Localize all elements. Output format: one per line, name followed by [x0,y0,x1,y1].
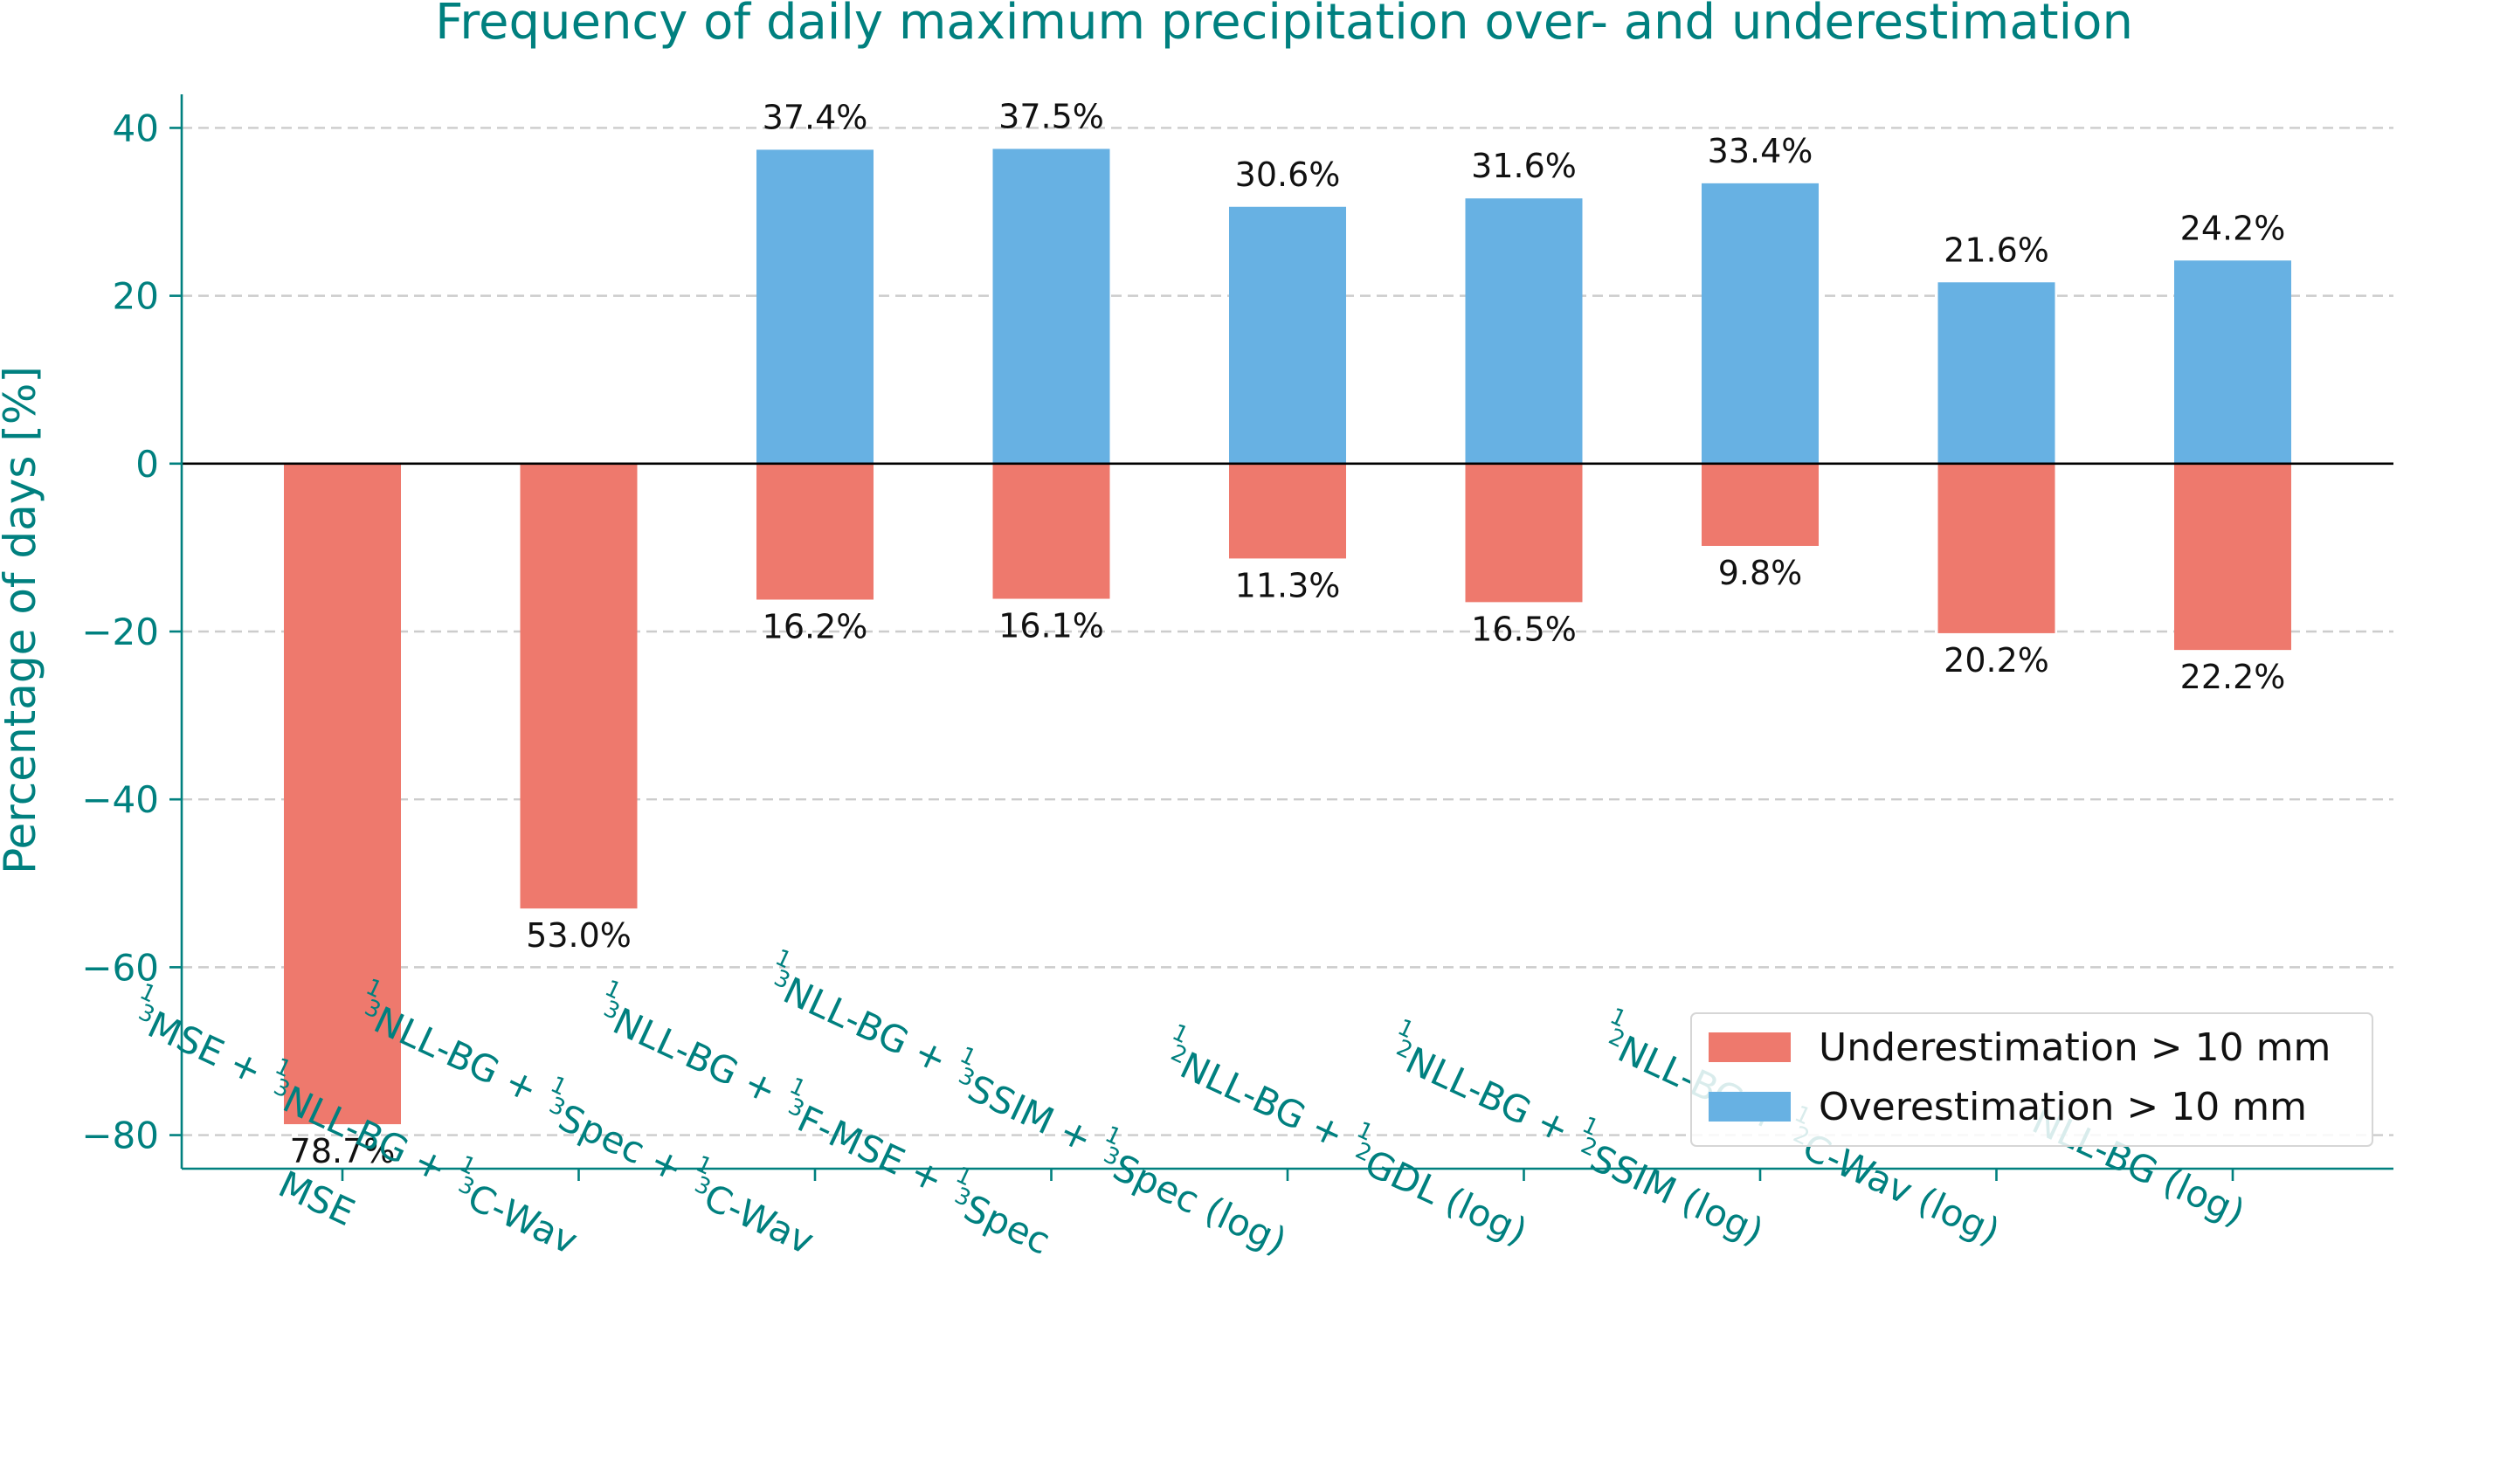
underestimation-value-label: 9.8% [1718,554,1803,592]
axes: 40 20 0 −20 −40 −60 −80 [81,94,2393,1181]
chart-title: Frequency of daily maximum precipitation… [435,0,2133,51]
underestimation-bar [2174,463,2291,651]
y-tick-label: 40 [113,107,159,149]
underestimation-value-label: 53.0% [526,916,632,955]
legend-swatch-overestimation [1709,1092,1791,1122]
x-tick-label: 13NLL-BG + 13Spec + 13C-Wav [339,974,836,1263]
y-tick-label: 0 [135,443,159,486]
data-labels: 78.7% 53.0% 16.2% 37.4% 16.1% 37.5% 11.3% 30.6%… [290,97,2286,1170]
underestimation-bar [1937,463,2055,633]
underestimation-value-label: 16.5% [1471,610,1577,648]
overestimation-bar [992,148,1110,464]
legend: Underestimation > 10 mm Overestimation > … [1690,1012,2373,1147]
y-tick-label: 20 [113,275,159,318]
x-tick-text: NLL-BG + [777,969,963,1087]
x-tick-text: NLL-BG + [1174,1044,1361,1162]
overestimation-value-label: 37.4% [763,98,868,136]
x-tick-text: MSE + [142,1003,280,1097]
y-tick-label: −60 [81,946,159,989]
overestimation-bar [2174,260,2291,464]
y-axis-label: Percentage of days [%] [0,366,45,874]
x-tick-text: C-Wav [698,1176,821,1263]
overestimation-value-label: 33.4% [1708,132,1813,170]
overestimation-value-label: 21.6% [1944,231,2049,269]
y-tick-label: −80 [81,1115,159,1157]
x-tick-label-group: 13NLL-BG + 13Spec + 13C-Wav [339,974,836,1263]
overestimation-bar [1702,183,1819,464]
underestimation-bar [992,463,1110,599]
underestimation-bar [1465,463,1583,603]
x-tick-text: GDL (log) [1358,1142,1534,1253]
legend-label-overestimation: Overestimation > 10 mm [1819,1085,2307,1129]
overestimation-bar [1937,282,2055,464]
underestimation-bar [520,463,638,909]
x-tick-text: Spec (log) [1107,1146,1293,1263]
underestimation-bar [1702,463,1819,546]
x-tick-text: SSIM (log) [1584,1136,1770,1253]
overestimation-value-label: 31.6% [1471,147,1577,185]
underestimation-bar [1229,463,1346,559]
underestimation-value-label: 11.3% [1235,566,1341,604]
y-tick-label: −20 [81,611,159,653]
underestimation-bar [284,463,401,1125]
underestimation-value-label: 78.7% [290,1132,396,1170]
x-tick-text: C-Wav [461,1176,584,1263]
underestimation-value-label: 16.2% [763,607,868,645]
x-tick-text: Spec [957,1186,1056,1263]
x-tick-text: Spec + [552,1096,700,1196]
overestimation-bar [1465,198,1583,464]
overestimation-value-label: 37.5% [998,97,1104,135]
underestimation-value-label: 22.2% [2180,658,2286,696]
x-tick-text: F-MSE + [791,1097,960,1206]
bars [284,148,2291,1125]
underestimation-bar [756,463,874,600]
y-tick-label: −40 [81,778,159,821]
x-tick-label-group: MSE [273,1163,362,1234]
legend-box [1690,1012,2373,1147]
legend-label-underestimation: Underestimation > 10 mm [1819,1025,2331,1070]
x-tick-text: NLL-BG + [606,1000,793,1118]
x-tick-text: SSIM + [962,1066,1109,1166]
x-tick-label: MSE [273,1163,362,1234]
overestimation-value-label: 24.2% [2180,209,2286,247]
overestimation-value-label: 30.6% [1235,155,1341,194]
x-tick-text: MSE [273,1163,362,1234]
overestimation-bar [756,149,874,464]
overestimation-bar [1229,206,1346,464]
legend-swatch-underestimation [1709,1032,1791,1062]
underestimation-value-label: 16.1% [998,607,1104,645]
underestimation-value-label: 20.2% [1944,641,2049,680]
x-tick-text: NLL-BG + [1399,1039,1586,1156]
